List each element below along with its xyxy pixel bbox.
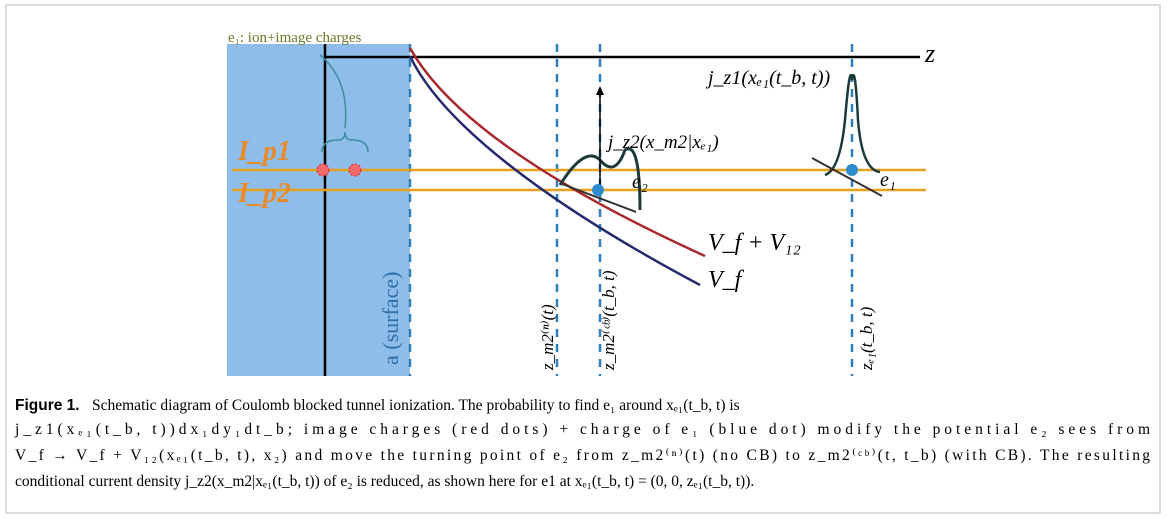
ze1-label: zₑ₁(t_b, t) bbox=[857, 306, 876, 371]
z-label: z bbox=[924, 39, 935, 68]
zcb-label: z_m2⁽ᶜᵇ⁾(t_b, t) bbox=[599, 270, 618, 371]
caption-line: V_f → V_f + V₁₂(xₑ₁(t_b, t), x₂) and mov… bbox=[15, 447, 1150, 464]
e2-label: e₂ bbox=[632, 171, 648, 193]
ip1-label: I_p1 bbox=[237, 136, 291, 167]
caption: Figure 1. Schematic diagram of Coulomb b… bbox=[14, 397, 1150, 490]
vf-label: V_f bbox=[708, 267, 745, 293]
jz1-label: j_z1(xₑ₁(t_b, t)) bbox=[705, 67, 831, 89]
figure: e₁: ion+image charges z j_z1(xₑ₁(t_b, t)… bbox=[0, 0, 1167, 519]
caption-line: j_z1(xₑ₁(t_b, t))dx₁dy₁dt_b; image charg… bbox=[14, 421, 1150, 438]
image-charge-dot bbox=[349, 164, 361, 176]
caption-label: Figure 1. bbox=[15, 397, 80, 414]
ip2-label: I_p2 bbox=[237, 178, 291, 209]
surface-label: a (surface) bbox=[378, 272, 403, 365]
jz2-label: j_z2(x_m2|xₑ₁) bbox=[605, 132, 719, 153]
image-charge-dot bbox=[317, 164, 329, 176]
caption-line: Schematic diagram of Coulomb blocked tun… bbox=[92, 397, 740, 414]
arrowhead bbox=[596, 86, 604, 95]
e1-label: e₁ bbox=[880, 169, 896, 191]
e2-dot bbox=[592, 184, 604, 196]
annotation: e₁: ion+image charges bbox=[228, 30, 362, 46]
zn-label: z_m2⁽ⁿ⁾(t) bbox=[538, 304, 557, 371]
diagram: e₁: ion+image charges z j_z1(xₑ₁(t_b, t)… bbox=[227, 30, 935, 376]
e1-dot bbox=[846, 164, 858, 176]
caption-line: conditional current density j_z2(x_m2|xₑ… bbox=[15, 473, 754, 490]
vf-v12-label: V_f + V₁₂ bbox=[708, 230, 801, 256]
